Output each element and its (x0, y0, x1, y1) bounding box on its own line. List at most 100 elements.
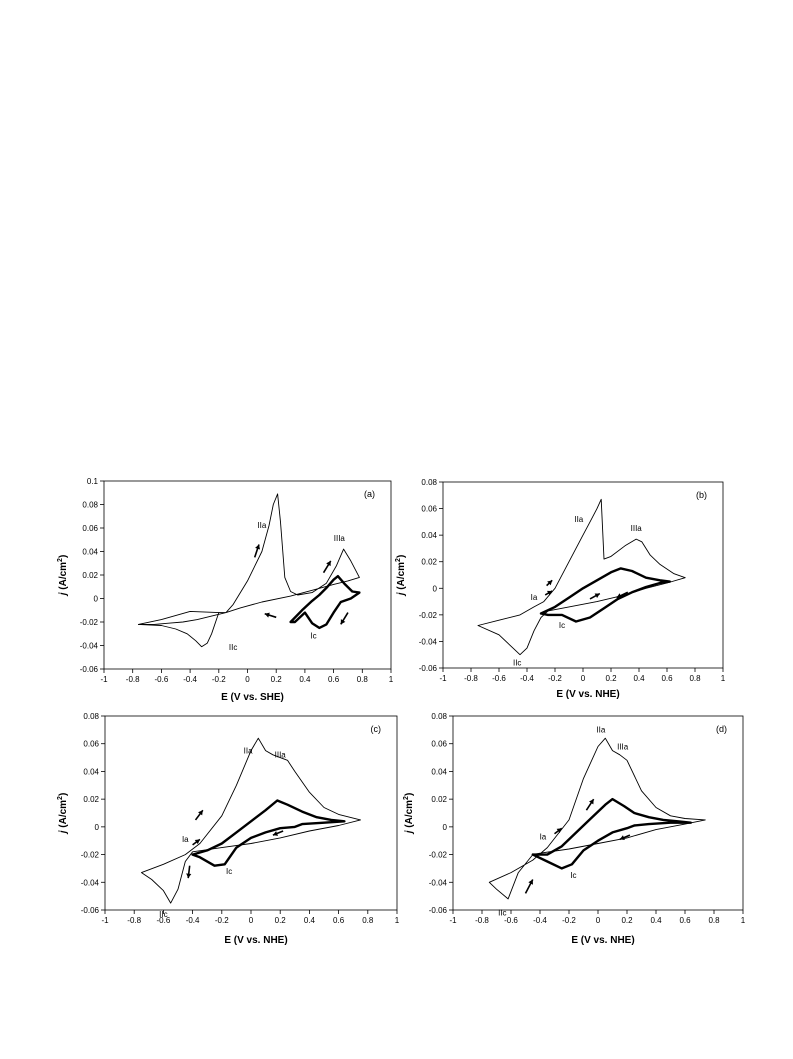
x-tick-label: -0.2 (212, 675, 226, 684)
cv-curve-thin (137, 493, 360, 625)
y-axis-label-close: ) (404, 793, 415, 796)
y-axis-label-symbol: j (58, 830, 69, 835)
peak-label: IIc (159, 910, 167, 919)
arrow-head (619, 835, 625, 841)
x-tick-label: -1 (101, 916, 109, 925)
y-tick-label: 0.04 (431, 767, 447, 776)
arrow-head (556, 828, 562, 834)
scan-direction-arrow (589, 592, 601, 600)
arrow-head (547, 590, 553, 596)
y-tick-label: 0.04 (421, 531, 437, 540)
arrow-head (528, 879, 533, 885)
x-tick-label: 0.2 (275, 916, 287, 925)
arrow-head (272, 831, 279, 836)
arrow-head (186, 873, 192, 879)
y-tick-label: 0.08 (82, 501, 98, 510)
y-axis-label-close: ) (58, 793, 69, 796)
y-tick-label: 0.08 (83, 712, 99, 721)
x-tick-label: 0.6 (679, 916, 691, 925)
cv-curve-thin (488, 737, 706, 900)
x-tick-label: -0.4 (183, 675, 197, 684)
arrow-head (589, 799, 594, 805)
y-axis-label-exponent: 2 (403, 796, 410, 800)
y-axis-label-exponent: 2 (57, 796, 64, 800)
peak-label: IIa (244, 746, 253, 755)
cv-curve-thick (531, 797, 692, 870)
x-tick-label: -0.6 (157, 916, 171, 925)
scan-direction-arrow (616, 591, 629, 599)
y-tick-label: -0.02 (429, 851, 448, 860)
x-tick-label: 0 (596, 916, 601, 925)
x-axis-label: E (V vs. NHE) (224, 935, 287, 946)
panel-label: (b) (696, 490, 707, 500)
x-tick-label: 0.2 (621, 916, 633, 925)
peak-label: Ia (531, 593, 538, 602)
x-tick-label: -0.4 (186, 916, 200, 925)
x-tick-label: -0.2 (215, 916, 229, 925)
plot-frame (104, 715, 398, 911)
plot-frame (442, 481, 724, 669)
y-axis-label-symbol: j (396, 592, 407, 597)
panel-label: (c) (371, 724, 382, 734)
y-tick-label: -0.06 (80, 665, 99, 674)
y-tick-label: 0.06 (83, 740, 99, 749)
scan-direction-arrow (554, 827, 563, 835)
y-tick-label: -0.04 (429, 878, 448, 887)
y-tick-label: 0 (95, 823, 100, 832)
scan-direction-arrow (546, 579, 553, 587)
y-tick-label: 0.02 (83, 795, 99, 804)
scan-direction-arrow (322, 560, 332, 574)
x-tick-label: 0.4 (633, 674, 645, 683)
x-tick-label: 0 (249, 916, 254, 925)
y-tick-label: 0.06 (431, 740, 447, 749)
scan-direction-arrow (619, 834, 631, 841)
peak-label: IIa (596, 726, 605, 735)
peak-label: IIIa (617, 742, 629, 751)
x-axis-label: E (V vs. NHE) (556, 689, 619, 700)
y-tick-label: 0.08 (431, 712, 447, 721)
x-tick-label: 0.4 (304, 916, 316, 925)
cv-curve-thick (289, 575, 361, 630)
x-tick-label: -1 (439, 674, 447, 683)
x-tick-label: 0.4 (650, 916, 662, 925)
y-tick-label: -0.06 (429, 906, 448, 915)
x-tick-label: -0.8 (464, 674, 478, 683)
x-axis-label: E (V vs. NHE) (571, 935, 634, 946)
x-tick-label: 0.6 (333, 916, 345, 925)
x-tick-label: -0.8 (126, 675, 140, 684)
x-tick-label: -0.6 (504, 916, 518, 925)
x-tick-label: -0.4 (533, 916, 547, 925)
y-axis-label-close: ) (58, 555, 69, 558)
x-tick-label: 0 (245, 675, 250, 684)
cv-curve-thin (141, 737, 361, 904)
y-axis-label-exponent: 2 (57, 558, 64, 562)
x-tick-label: 0.8 (362, 916, 374, 925)
peak-label: IIc (229, 643, 237, 652)
scan-direction-arrow (585, 798, 595, 811)
x-tick-label: 0.8 (357, 675, 369, 684)
y-tick-label: 0 (443, 823, 448, 832)
cv-curve-thick (539, 567, 671, 623)
y-axis-label-symbol: j (404, 830, 415, 835)
peak-label: IIa (574, 515, 583, 524)
scan-direction-arrow (194, 809, 204, 821)
y-axis-label: j (A/cm2) (57, 793, 69, 836)
y-axis-label-unit: (A/cm (404, 800, 415, 831)
y-tick-label: 0.04 (82, 548, 98, 557)
x-tick-label: 0.8 (689, 674, 701, 683)
scan-direction-arrow (253, 544, 261, 558)
y-axis-label-unit: (A/cm (58, 800, 69, 831)
peak-label: IIIa (334, 534, 346, 543)
y-tick-label: -0.04 (419, 637, 438, 646)
y-axis-label-close: ) (396, 555, 407, 558)
arrow-head (326, 560, 331, 567)
y-tick-label: -0.04 (80, 642, 99, 651)
peak-label: Ic (559, 621, 565, 630)
y-tick-label: 0 (433, 584, 438, 593)
arrow-head (594, 593, 600, 599)
x-tick-label: 0 (581, 674, 586, 683)
peak-label: IIc (498, 909, 506, 918)
scan-direction-arrow (186, 865, 192, 879)
y-tick-label: 0.06 (82, 524, 98, 533)
